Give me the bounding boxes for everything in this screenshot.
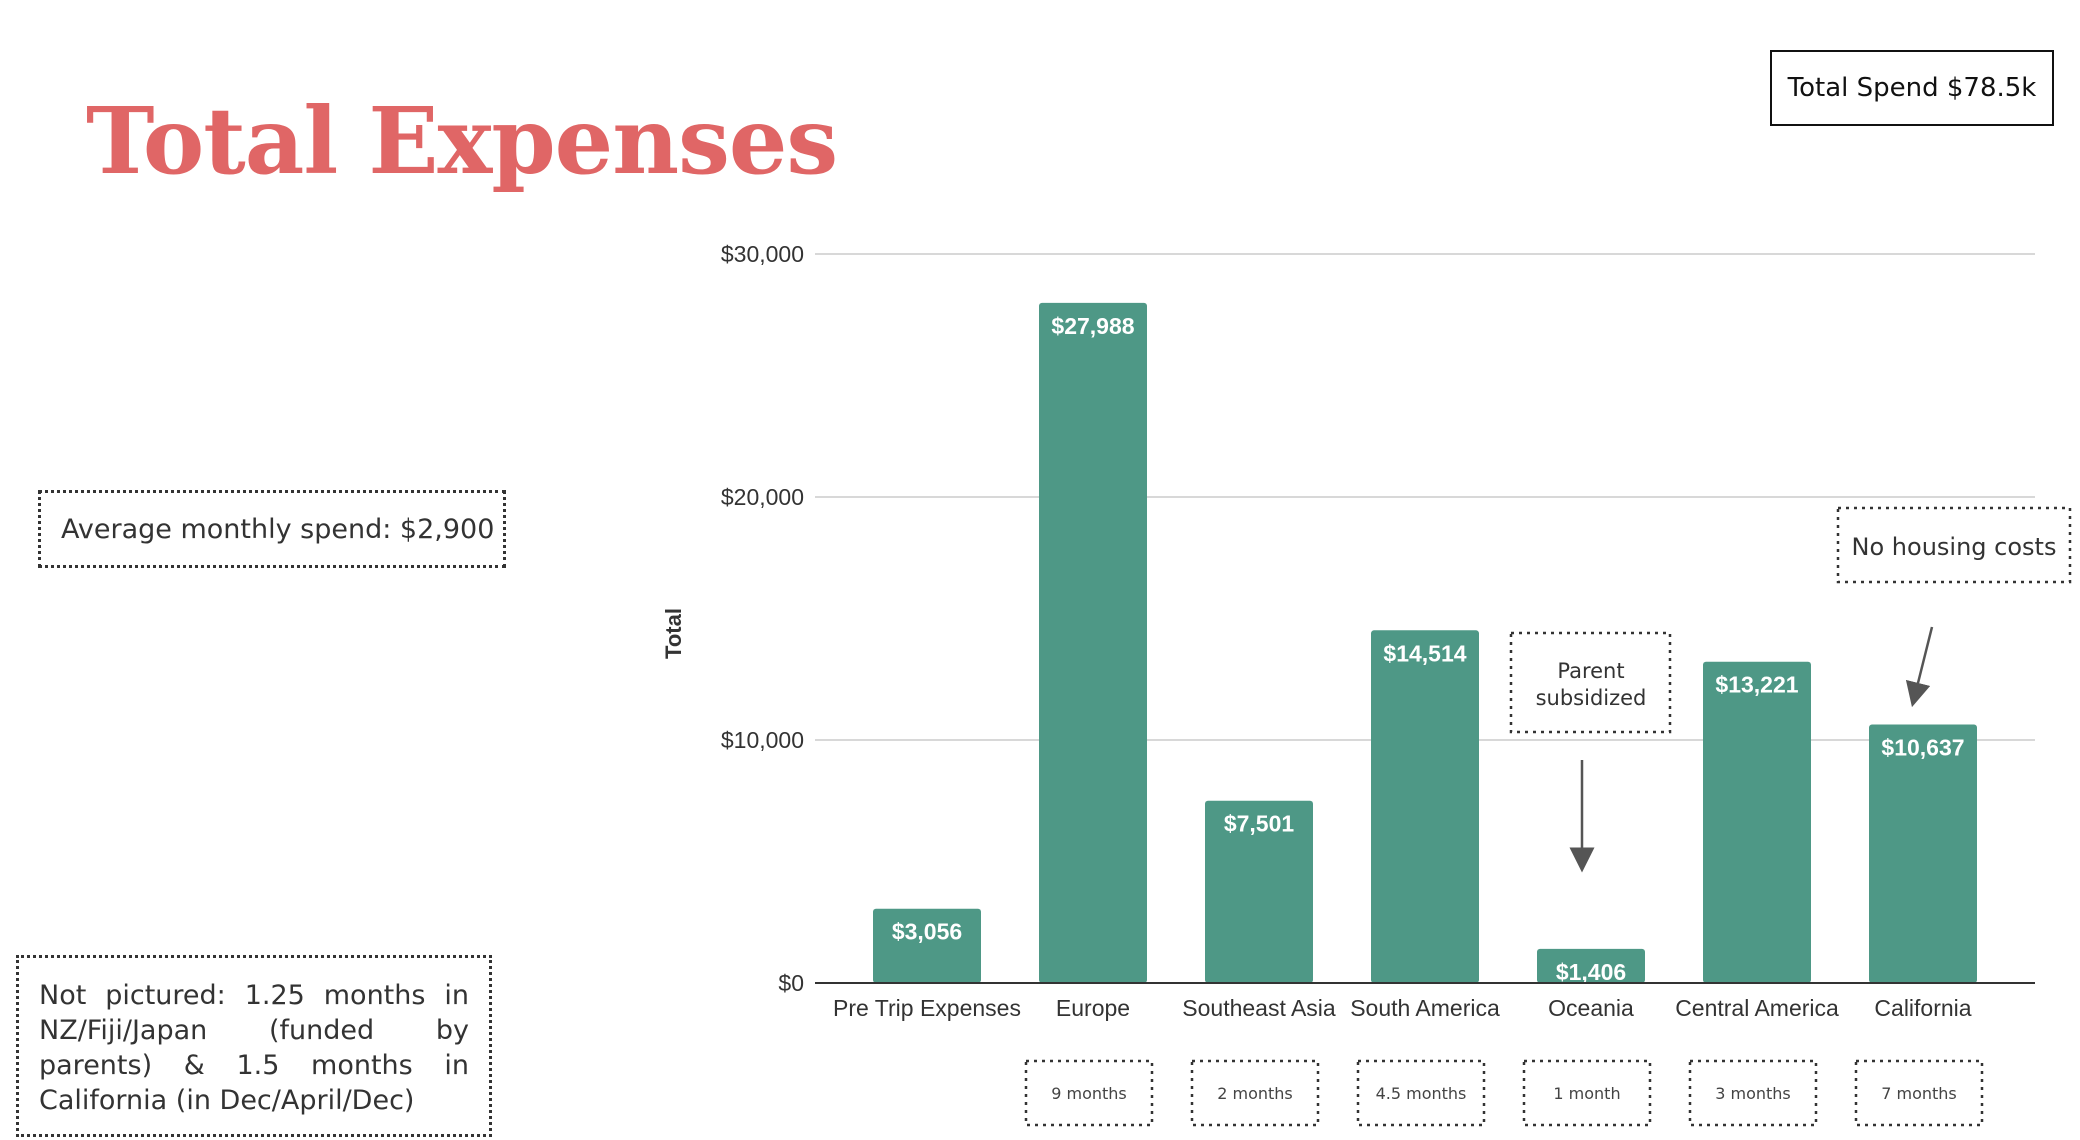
bar [873,908,981,983]
duration-label: 1 month [1553,1084,1620,1103]
y-tick-label: $30,000 [721,241,804,267]
annotation-box [1509,631,1672,734]
x-tick-label: Oceania [1548,995,1634,1021]
y-tick-label: $20,000 [721,484,804,510]
annotation-arrow [1905,626,1934,708]
y-tick-label: $10,000 [721,727,804,753]
x-tick-label: Europe [1056,995,1130,1021]
not-pictured-text: Not pictured: 1.25 months in NZ/Fiji/Jap… [39,980,469,1116]
bar [1537,948,1645,983]
duration-label: 4.5 months [1376,1084,1467,1103]
annotation-text: Parent [1557,659,1624,683]
page-title: Total Expenses [86,87,838,195]
data-label: $14,514 [1383,640,1466,666]
x-tick-label: Pre Trip Expenses [833,995,1021,1021]
data-label: $10,637 [1881,735,1964,761]
annotation-text: subsidized [1536,686,1647,710]
duration-label: 7 months [1881,1084,1957,1103]
data-label: $13,221 [1715,672,1798,698]
data-label: $27,988 [1051,313,1134,339]
annotation-text: No housing costs [1852,533,2057,561]
average-spend-text: Average monthly spend: $2,900 [61,513,495,545]
bar [1205,800,1313,983]
y-tick-label: $0 [778,970,804,996]
data-label: $1,406 [1556,959,1626,985]
x-tick-label: South America [1350,995,1500,1021]
y-axis-title: Total [661,608,686,659]
bar [1039,302,1147,983]
bar [1869,724,1977,983]
x-tick-label: Central America [1675,995,1839,1021]
duration-label: 3 months [1715,1084,1791,1103]
x-tick-label: California [1874,995,1971,1021]
average-spend-note: Average monthly spend: $2,900 [38,490,506,568]
duration-label: 9 months [1051,1084,1127,1103]
x-tick-label: Southeast Asia [1182,995,1336,1021]
total-spend-box: Total Spend $78.5k [1770,50,2054,126]
data-label: $7,501 [1224,811,1295,837]
data-label: $3,056 [892,919,962,945]
duration-label: 2 months [1217,1084,1293,1103]
bar [1703,661,1811,983]
not-pictured-note: Not pictured: 1.25 months in NZ/Fiji/Jap… [16,955,492,1137]
bar [1371,630,1479,983]
